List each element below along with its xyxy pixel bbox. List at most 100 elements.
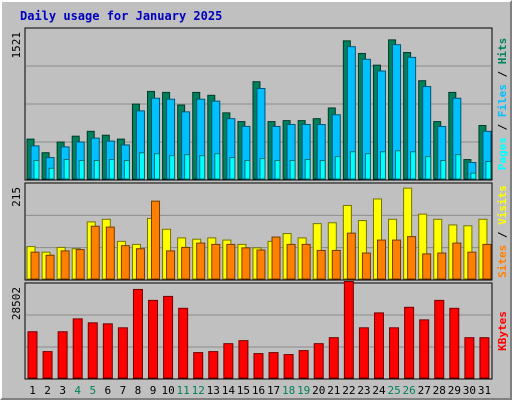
sites-bar [316,249,326,280]
pages-bar [319,160,326,180]
kbytes-bar [27,331,38,379]
day-label: 16 [252,384,265,397]
kbytes-bar [464,337,475,379]
kbytes-bar [42,351,53,379]
day-label: 20 [312,384,325,397]
legend-pages: Pages [496,137,509,170]
day-label: 11 [177,384,190,397]
kbytes-bar [268,352,279,379]
day-label: 21 [327,384,340,397]
sites-bar [196,242,206,280]
day-label: 4 [74,384,81,397]
sites-bar [75,249,85,280]
sites-bar [166,250,176,280]
sites-bar [437,252,447,280]
kbytes-bar [102,323,113,379]
pages-bar [229,157,236,180]
sites-bar [135,248,145,280]
kbytes-bar [389,327,400,379]
pages-bar [440,160,447,180]
pages-bar [259,158,266,180]
pages-bar [154,153,161,180]
pages-bar [244,160,251,180]
kbytes-bar [419,319,430,379]
day-label: 27 [418,384,431,397]
sites-bar [361,252,371,280]
legend-separator: / [496,225,509,245]
sites-bar [482,243,492,280]
day-label: 17 [267,384,280,397]
kbytes-bar [193,352,204,379]
kbytes-bar [358,327,369,379]
day-label: 29 [448,384,461,397]
legend-files: Files [496,84,509,117]
pages-bar [108,159,115,180]
kbytes-bar [298,350,309,379]
kbytes-bar [283,354,294,379]
sites-bar [211,243,221,280]
pages-bar [379,151,386,180]
middle-ymax-label: 215 [10,187,23,207]
kbytes-bar [313,343,324,379]
day-label: 6 [105,384,112,397]
sites-bar [120,245,130,280]
sites-bar [60,250,70,280]
sites-bar [346,232,356,280]
kbytes-bar [373,312,384,379]
legend-separator: / [496,117,509,137]
kbytes-bar [57,331,68,379]
kbytes-bar [238,340,249,379]
top-ymax-label: 1521 [10,32,23,59]
day-label: 3 [59,384,66,397]
sites-bar [105,226,115,280]
pages-bar [410,151,417,180]
sites-bar [30,251,40,280]
sites-bar [301,243,311,280]
day-label: 18 [282,384,295,397]
pages-bar [349,151,356,180]
legend-separator: / [496,64,509,84]
day-label: 24 [372,384,386,397]
sites-bar [392,239,402,280]
pages-bar [169,155,176,180]
bottom-ymax-label: 28502 [10,287,23,320]
day-label: 5 [89,384,96,397]
middle-legend: Sites / Visits [496,185,509,278]
kbytes-bar [479,337,490,379]
sites-bar [422,253,432,280]
pages-bar [334,156,341,180]
kbytes-bar [328,337,339,379]
kbytes-bar [117,327,128,379]
day-label: 14 [222,384,236,397]
day-label: 31 [478,384,491,397]
sites-bar [45,254,55,280]
chart-title: Daily usage for January 2025 [20,9,223,23]
day-label: 30 [463,384,476,397]
day-label: 15 [237,384,250,397]
sites-bar [241,247,251,280]
day-label: 22 [342,384,355,397]
pages-bar [425,156,432,180]
sites-bar [151,200,161,280]
pages-bar [364,153,371,180]
day-label: 1 [29,384,36,397]
sites-bar [331,249,341,280]
day-label: 7 [120,384,127,397]
sites-bar [376,239,386,280]
kbytes-bar [253,353,264,379]
pages-bar [304,159,311,180]
pages-bar [93,160,100,180]
pages-bar [138,152,145,180]
kbytes-bar [163,295,174,379]
sites-bar [467,251,477,280]
pages-bar [485,160,492,180]
kbytes-bar [148,299,159,379]
sites-bar [226,243,236,280]
pages-bar [63,159,70,180]
kbytes-bar [434,299,445,379]
day-label: 2 [44,384,51,397]
kbytes-bar [178,307,189,379]
kbytes-bar [223,343,234,379]
kbytes-bar [449,307,460,379]
